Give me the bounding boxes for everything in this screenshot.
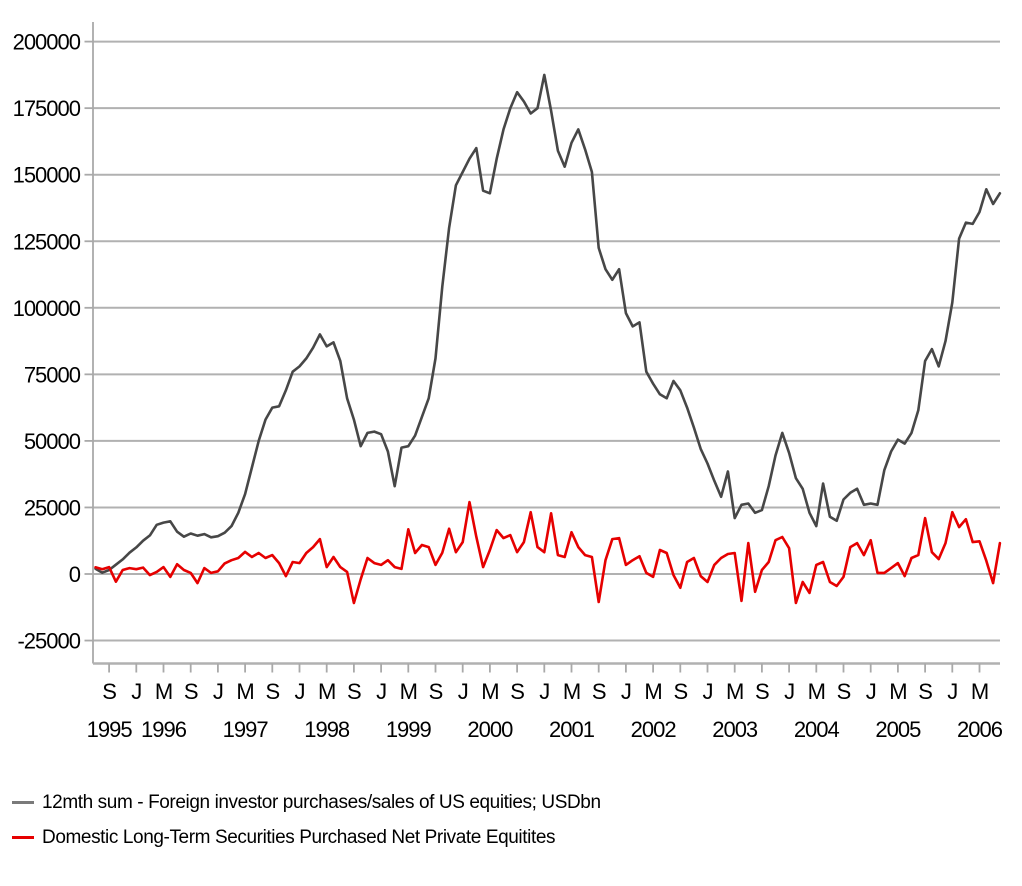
x-tick-month-label: S [265, 679, 279, 704]
y-tick-label: 175000 [13, 96, 81, 121]
x-tick-year-label: 1999 [386, 717, 432, 742]
x-tick-month-label: J [213, 679, 223, 704]
y-tick-label: 75000 [24, 362, 81, 387]
x-tick-month-label: S [673, 679, 687, 704]
x-tick-month-label: J [376, 679, 386, 704]
x-tick-month-label: M [889, 679, 906, 704]
x-tick-month-label: J [703, 679, 713, 704]
x-tick-month-label: M [155, 679, 172, 704]
y-tick-label: 200000 [13, 30, 81, 55]
x-tick-month-label: M [808, 679, 825, 704]
x-tick-month-label: S [102, 679, 116, 704]
legend-label-domestic-securities: Domestic Long-Term Securities Purchased … [42, 826, 556, 848]
x-tick-month-label: M [644, 679, 661, 704]
chart-legend: 12mth sum - Foreign investor purchases/s… [12, 785, 601, 855]
x-tick-year-label: 1998 [304, 717, 350, 742]
legend-line-swatch-gray [12, 800, 34, 805]
legend-item-domestic-securities: Domestic Long-Term Securities Purchased … [12, 820, 601, 855]
y-tick-label: -25000 [17, 629, 80, 654]
legend-line-swatch-red [12, 835, 34, 840]
legend-item-foreign-equities: 12mth sum - Foreign investor purchases/s… [12, 785, 601, 820]
x-tick-month-label: J [621, 679, 631, 704]
x-tick-year-label: 2003 [712, 717, 758, 742]
y-tick-label: 125000 [13, 229, 81, 254]
x-tick-year-label: 1995 [87, 717, 133, 742]
x-tick-month-label: S [755, 679, 769, 704]
x-tick-year-label: 1997 [223, 717, 269, 742]
y-tick-label: 25000 [24, 495, 81, 520]
legend-label-foreign-equities: 12mth sum - Foreign investor purchases/s… [42, 791, 601, 813]
x-tick-year-label: 2002 [631, 717, 677, 742]
x-tick-month-label: J [295, 679, 305, 704]
x-tick-year-label: 2004 [794, 717, 840, 742]
chart-svg: -25000 0 25000 50000 75000 100000 125000 150000… [13, 22, 1004, 742]
x-tick-month-label: M [971, 679, 988, 704]
x-tick-month-label: J [784, 679, 794, 704]
x-tick-year-label: 2000 [467, 717, 513, 742]
x-tick-year-label: 1996 [141, 717, 187, 742]
x-tick-month-label: J [539, 679, 549, 704]
x-tick-month-label: M [481, 679, 498, 704]
series-line-1 [94, 500, 1002, 605]
x-tick-month-label: S [918, 679, 932, 704]
x-tick-month-label: S [510, 679, 524, 704]
x-tick-month-label: S [184, 679, 198, 704]
x-tick-month-label: M [318, 679, 335, 704]
x-tick-month-label: J [947, 679, 957, 704]
x-tick-month-label: M [726, 679, 743, 704]
x-tick-year-label: 2001 [549, 717, 595, 742]
x-tick-month-label: M [236, 679, 253, 704]
x-tick-month-label: S [837, 679, 851, 704]
x-tick-month-label: S [592, 679, 606, 704]
x-tick-month-label: J [458, 679, 468, 704]
x-tick-month-label: S [429, 679, 443, 704]
x-tick-month-label: J [131, 679, 141, 704]
x-tick-month-label: S [347, 679, 361, 704]
y-tick-label: 50000 [24, 429, 81, 454]
x-tick-year-label: 2005 [875, 717, 921, 742]
series-line-0 [94, 73, 1002, 575]
y-tick-label: 0 [69, 562, 81, 587]
x-tick-month-label: M [563, 679, 580, 704]
x-tick-month-label: M [400, 679, 417, 704]
x-tick-year-label: 2006 [957, 717, 1003, 742]
x-tick-month-label: J [866, 679, 876, 704]
y-tick-label: 150000 [13, 163, 81, 188]
y-tick-label: 100000 [13, 296, 81, 321]
